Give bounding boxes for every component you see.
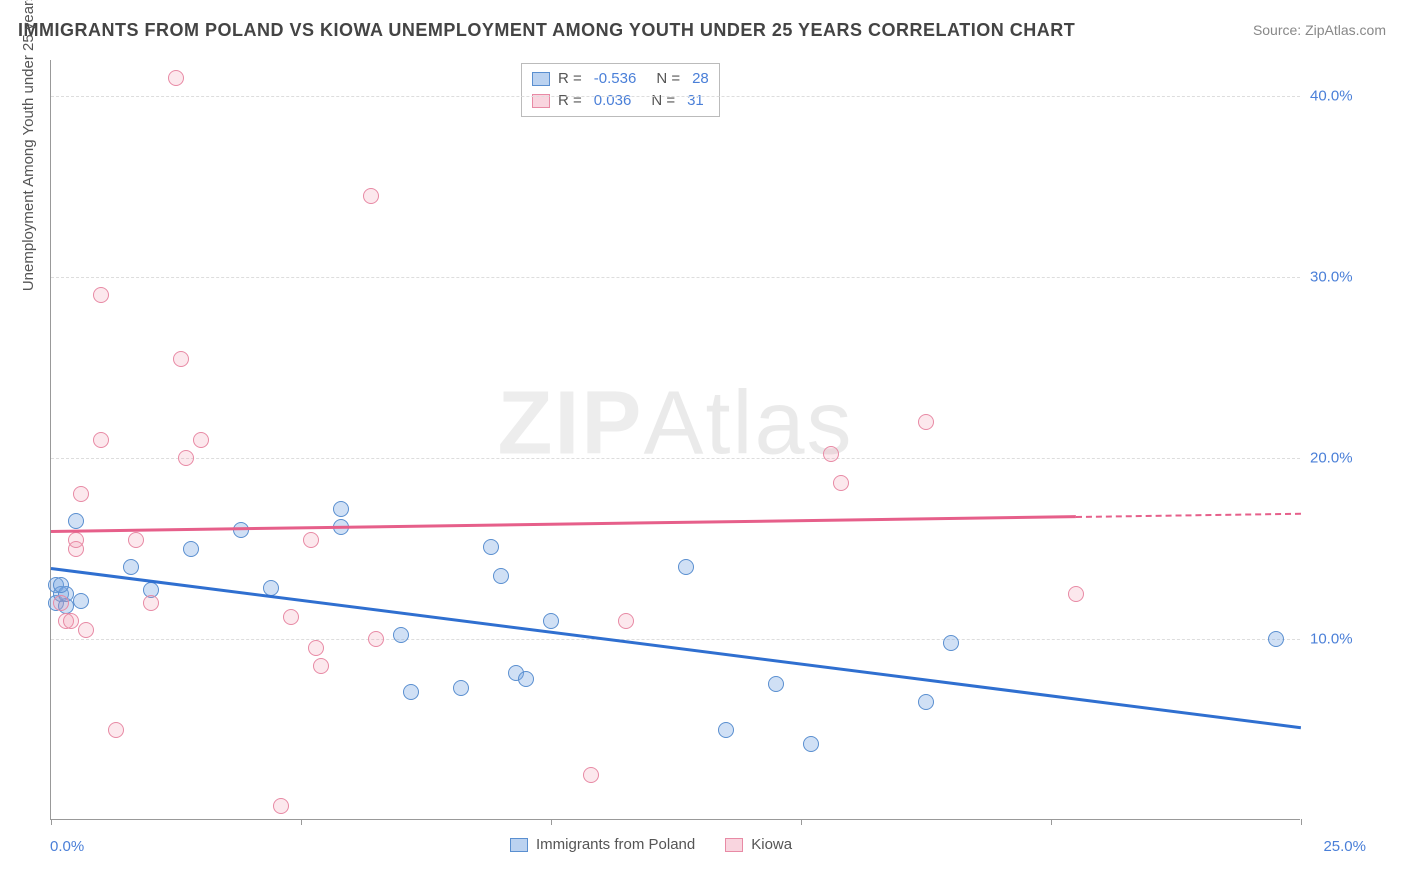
series-legend: Immigrants from Poland Kiowa (510, 836, 792, 853)
scatter-point (273, 798, 289, 814)
scatter-point (393, 627, 409, 643)
trend-line (1076, 512, 1301, 517)
grid-line (51, 96, 1300, 97)
scatter-point (823, 446, 839, 462)
scatter-point (123, 559, 139, 575)
scatter-point (183, 541, 199, 557)
scatter-point (63, 613, 79, 629)
legend-r-value: -0.536 (594, 68, 637, 90)
scatter-point (93, 287, 109, 303)
trend-line (51, 516, 1076, 533)
legend-n-label: N = (651, 90, 675, 112)
scatter-point (678, 559, 694, 575)
chart-plot-area: ZIPAtlas R =-0.536N =28R =0.036N =31 10.… (50, 60, 1300, 820)
y-tick-label: 20.0% (1310, 450, 1370, 467)
y-tick-label: 30.0% (1310, 269, 1370, 286)
scatter-point (618, 613, 634, 629)
grid-line (51, 458, 1300, 459)
scatter-point (333, 501, 349, 517)
scatter-point (918, 414, 934, 430)
x-tick (301, 819, 302, 825)
scatter-point (178, 450, 194, 466)
scatter-point (768, 676, 784, 692)
x-tick (1301, 819, 1302, 825)
scatter-point (53, 595, 69, 611)
scatter-point (93, 432, 109, 448)
legend-series-label: Immigrants from Poland (536, 836, 695, 853)
scatter-point (128, 532, 144, 548)
y-axis-title: Unemployment Among Youth under 25 years (20, 0, 37, 291)
source-label: Source: (1253, 22, 1301, 38)
legend-item: Immigrants from Poland (510, 836, 695, 853)
scatter-point (313, 658, 329, 674)
scatter-point (803, 736, 819, 752)
scatter-point (173, 351, 189, 367)
y-tick-label: 40.0% (1310, 88, 1370, 105)
scatter-point (403, 684, 419, 700)
scatter-point (833, 475, 849, 491)
scatter-point (718, 722, 734, 738)
scatter-point (193, 432, 209, 448)
scatter-point (453, 680, 469, 696)
x-axis-max-label: 25.0% (1323, 838, 1366, 855)
scatter-point (368, 631, 384, 647)
scatter-point (73, 593, 89, 609)
legend-n-value: 28 (692, 68, 709, 90)
legend-n-label: N = (656, 68, 680, 90)
scatter-point (73, 486, 89, 502)
scatter-point (143, 595, 159, 611)
legend-series-label: Kiowa (751, 836, 792, 853)
legend-item: Kiowa (725, 836, 792, 853)
legend-stat-row: R = -0.536 N = 28 (532, 68, 709, 90)
scatter-point (168, 70, 184, 86)
scatter-point (363, 188, 379, 204)
scatter-point (543, 613, 559, 629)
legend-swatch (510, 838, 528, 852)
scatter-point (583, 767, 599, 783)
x-axis-min-label: 0.0% (50, 838, 84, 855)
x-tick (551, 819, 552, 825)
scatter-point (493, 568, 509, 584)
correlation-legend: R = -0.536 N = 28 R = 0.036 N = 31 (521, 63, 720, 117)
x-tick (801, 819, 802, 825)
legend-swatch (532, 72, 550, 86)
legend-r-value: 0.036 (594, 90, 632, 112)
scatter-point (53, 577, 69, 593)
scatter-point (78, 622, 94, 638)
x-tick (51, 819, 52, 825)
scatter-point (308, 640, 324, 656)
legend-swatch (725, 838, 743, 852)
source-attribution: Source: ZipAtlas.com (1253, 22, 1386, 38)
scatter-point (918, 694, 934, 710)
scatter-point (303, 532, 319, 548)
legend-stat-row: R = 0.036 N = 31 (532, 90, 709, 112)
source-link[interactable]: ZipAtlas.com (1305, 22, 1386, 38)
scatter-point (68, 513, 84, 529)
scatter-point (108, 722, 124, 738)
scatter-point (1068, 586, 1084, 602)
scatter-point (483, 539, 499, 555)
scatter-point (518, 671, 534, 687)
scatter-point (1268, 631, 1284, 647)
watermark: ZIPAtlas (497, 373, 853, 476)
legend-r-label: R = (558, 68, 582, 90)
chart-title: IMMIGRANTS FROM POLAND VS KIOWA UNEMPLOY… (18, 20, 1075, 41)
scatter-point (233, 522, 249, 538)
grid-line (51, 639, 1300, 640)
trend-line (51, 567, 1301, 729)
x-tick (1051, 819, 1052, 825)
scatter-point (283, 609, 299, 625)
y-tick-label: 10.0% (1310, 631, 1370, 648)
legend-n-value: 31 (687, 90, 704, 112)
legend-r-label: R = (558, 90, 582, 112)
scatter-point (943, 635, 959, 651)
grid-line (51, 277, 1300, 278)
scatter-point (68, 532, 84, 548)
